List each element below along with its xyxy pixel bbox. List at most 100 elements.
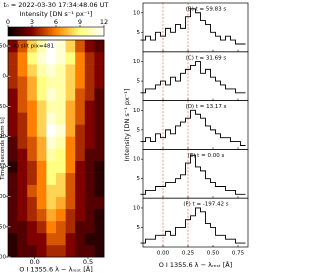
heatmap-cell: [17, 208, 28, 222]
y-axis-label: Time [seconds from t₀]: [0, 117, 6, 181]
y-tick-label: 5: [137, 30, 141, 36]
y-tick-label: 5: [137, 127, 141, 133]
heatmap-cell: [84, 184, 95, 198]
heatmap-cell: [75, 40, 86, 53]
heatmap-cell: [36, 88, 47, 101]
colorbar-swatch: [96, 27, 99, 36]
heatmap-cell: [8, 232, 18, 246]
heatmap-cell: [17, 88, 28, 101]
y-tick-label: -200: [0, 194, 6, 200]
heatmap-cell: [8, 76, 18, 89]
x-tick-label: 0.00: [157, 251, 170, 257]
colorbar-swatch: [78, 27, 81, 36]
colorbar-swatch: [80, 27, 83, 36]
colorbar-swatch: [10, 27, 13, 36]
heatmap-cell: [94, 136, 105, 149]
y-tick-label: 10: [133, 59, 140, 65]
heatmap-cell: [65, 196, 76, 210]
heatmap-cell: [56, 112, 66, 125]
heatmap-cell: [65, 148, 76, 161]
heatmap-cell: [94, 40, 105, 53]
heatmap-cell: [46, 100, 57, 113]
heatmap-cell: [17, 136, 28, 149]
heatmap-cell: [27, 148, 38, 161]
heatmap-cell: [8, 184, 18, 198]
heatmap-cell: [65, 40, 76, 53]
heatmap-cell: [84, 52, 95, 65]
heatmap-cell: [17, 148, 28, 161]
heatmap-cell: [94, 244, 105, 258]
heatmap-cell: [27, 208, 38, 222]
spectrum-line: [140, 109, 246, 146]
x-axis-label: O I 1355.6 λ − λᵣₑₛₜ [Å]: [159, 260, 233, 269]
heatmap-cell: [36, 244, 47, 258]
heatmap-cell: [17, 40, 28, 53]
heatmap-cell: [84, 124, 95, 137]
heatmap-cell: [27, 52, 38, 65]
colorbar-swatch: [98, 27, 101, 36]
heatmap-cell: [36, 76, 47, 89]
heatmap-cell: [56, 52, 66, 65]
heatmap-cell: [46, 52, 57, 65]
heatmap-cell: [17, 112, 28, 125]
panel-label: (E) t = 0.00 s: [188, 153, 225, 159]
heatmap-cell: [17, 64, 28, 77]
colorbar-swatch: [64, 27, 67, 36]
colorbar-swatch: [100, 27, 103, 36]
heatmap-cell: [75, 172, 86, 185]
colorbar-tick-label: 12: [100, 18, 108, 26]
heatmap-cell: [27, 40, 38, 53]
heatmap-cell: [94, 148, 105, 161]
y-tick-label: 10: [133, 205, 140, 211]
heatmap-cell: [94, 232, 105, 246]
heatmap-cell: [75, 76, 86, 89]
heatmap-cell: [46, 64, 57, 77]
heatmap-cell: [65, 184, 76, 198]
x-tick-label: 0.25: [182, 251, 195, 257]
heatmap-cell: [56, 208, 66, 222]
heatmap-cell: [65, 76, 76, 89]
y-tick-label: -150: [0, 164, 6, 170]
heatmap-cell: [8, 160, 18, 173]
heatmap-cell: [94, 220, 105, 234]
title: t₀ = 2022-03-30 17:34:48.06 UT: [4, 1, 109, 9]
colorbar-swatch: [84, 27, 87, 36]
heatmap-cell: [94, 196, 105, 210]
heatmap-cell: [75, 100, 86, 113]
colorbar-swatch: [50, 27, 53, 36]
heatmap-cell: [46, 232, 57, 246]
heatmap-cell: [56, 88, 66, 101]
colorbar-swatch: [54, 27, 57, 36]
heatmap-cell: [75, 208, 86, 222]
heatmap-cell: [27, 88, 38, 101]
heatmap-cell: [36, 184, 47, 198]
heatmap-cell: [8, 100, 18, 113]
colorbar-swatch: [76, 27, 79, 36]
heatmap-cell: [46, 88, 57, 101]
colorbar-tick-label: 3: [30, 18, 34, 26]
heatmap-cell: [94, 76, 105, 89]
colorbar-swatch: [62, 27, 65, 36]
heatmap-cell: [56, 124, 66, 137]
heatmap-cell: [8, 40, 18, 53]
colorbar-swatch: [82, 27, 85, 36]
heatmap-cell: [46, 148, 57, 161]
heatmap-cell: [46, 172, 57, 185]
colorbar-swatch: [102, 27, 105, 36]
colorbar-swatch: [74, 27, 77, 36]
colorbar-swatch: [32, 27, 35, 36]
heatmap-cell: [84, 40, 95, 53]
heatmap-cell: [36, 100, 47, 113]
colorbar-swatch: [38, 27, 41, 36]
colorbar-swatch: [56, 27, 59, 36]
heatmap-cell: [46, 220, 57, 234]
heatmap-cell: [46, 76, 57, 89]
heatmap-cell: [75, 112, 86, 125]
y-tick-label: 5: [137, 79, 141, 85]
y-tick-label: -250: [0, 224, 6, 230]
panel-label: (A) slit pix=481: [11, 44, 54, 50]
heatmap-cell: [27, 136, 38, 149]
heatmap-cell: [46, 184, 57, 198]
colorbar-swatch: [90, 27, 93, 36]
heatmap-cell: [27, 232, 38, 246]
